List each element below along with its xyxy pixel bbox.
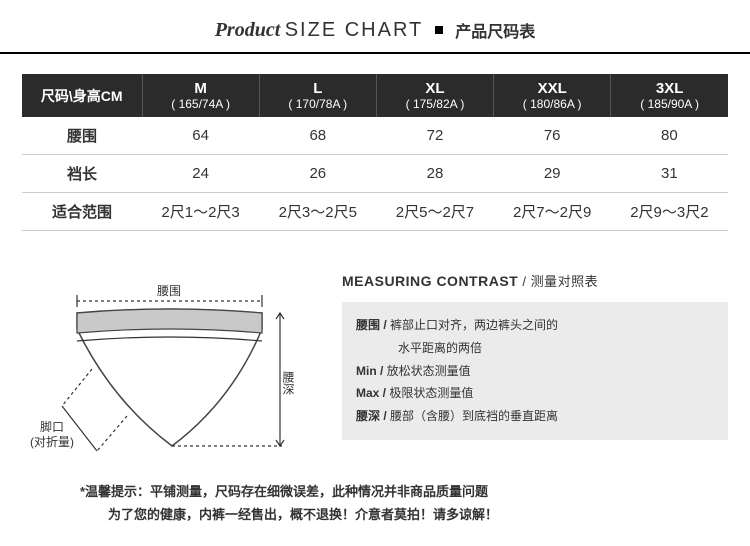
measuring-title: MEASURING CONTRAST / 测量对照表 [342, 271, 728, 290]
bullet-square-icon [435, 26, 443, 34]
cell: 68 [259, 117, 376, 155]
desc-line: 腰围 / 裤部止口对齐，两边裤头之间的 [356, 314, 714, 337]
row-label: 腰围 [22, 117, 142, 155]
size-table-wrap: 尺码\身高CM M( 165/74A ) L( 170/78A ) XL( 17… [0, 54, 750, 241]
cell: 29 [494, 155, 611, 193]
underwear-diagram-icon: 腰围 脚口 (对折量) 腰深 [22, 271, 322, 461]
header-section: Product SIZE CHART 产品尺码表 [0, 0, 750, 54]
cell: 2尺3～2尺5 [259, 193, 376, 231]
cell: 64 [142, 117, 259, 155]
desc-line: 水平距离的两倍 [356, 337, 714, 360]
svg-text:(对折量): (对折量) [30, 434, 74, 449]
size-table: 尺码\身高CM M( 165/74A ) L( 170/78A ) XL( 17… [22, 74, 728, 231]
cell: 80 [611, 117, 728, 155]
description-box: 腰围 / 裤部止口对齐，两边裤头之间的 水平距离的两倍 Min / 放松状态测量… [342, 302, 728, 440]
table-row: 裆长 24 26 28 29 31 [22, 155, 728, 193]
diagram-column: 腰围 脚口 (对折量) 腰深 [22, 271, 322, 466]
table-row: 腰围 64 68 72 76 80 [22, 117, 728, 155]
desc-line: Max / 极限状态测量值 [356, 382, 714, 405]
cell: 76 [494, 117, 611, 155]
cell: 24 [142, 155, 259, 193]
col-head: XXL( 180/86A ) [494, 74, 611, 117]
footnote: *温馨提示：平铺测量，尺码存在细微误差，此种情况并非商品质量问题 为了您的健康，… [0, 466, 750, 527]
svg-text:腰深: 腰深 [281, 371, 295, 395]
header-chinese: 产品尺码表 [455, 18, 535, 42]
table-row: 适合范围 2尺1～2尺3 2尺3～2尺5 2尺5～2尺7 2尺7～2尺9 2尺9… [22, 193, 728, 231]
col-head: 3XL( 185/90A ) [611, 74, 728, 117]
cell: 26 [259, 155, 376, 193]
cell: 2尺9～3尺2 [611, 193, 728, 231]
col-head: XL( 175/82A ) [376, 74, 493, 117]
measuring-section: 腰围 脚口 (对折量) 腰深 MEASURING CONTRAST / 测量对照… [0, 241, 750, 466]
cell: 31 [611, 155, 728, 193]
description-column: MEASURING CONTRAST / 测量对照表 腰围 / 裤部止口对齐，两… [342, 271, 728, 440]
table-corner: 尺码\身高CM [22, 74, 142, 117]
col-head: L( 170/78A ) [259, 74, 376, 117]
desc-line: Min / 放松状态测量值 [356, 360, 714, 383]
row-label: 适合范围 [22, 193, 142, 231]
header-line: Product SIZE CHART 产品尺码表 [215, 18, 536, 42]
row-label: 裆长 [22, 155, 142, 193]
svg-text:腰围: 腰围 [157, 284, 181, 298]
cell: 2尺1～2尺3 [142, 193, 259, 231]
footnote-line: 为了您的健康，内裤一经售出，概不退换！介意者莫拍！请多谅解！ [80, 503, 710, 526]
footnote-line: *温馨提示：平铺测量，尺码存在细微误差，此种情况并非商品质量问题 [80, 480, 710, 503]
col-head: M( 165/74A ) [142, 74, 259, 117]
cell: 72 [376, 117, 493, 155]
cell: 28 [376, 155, 493, 193]
cell: 2尺5～2尺7 [376, 193, 493, 231]
header-italic: Product SIZE CHART [215, 19, 424, 42]
desc-line: 腰深 / 腰部（含腰）到底裆的垂直距离 [356, 405, 714, 428]
svg-text:脚口: 脚口 [40, 419, 64, 434]
cell: 2尺7～2尺9 [494, 193, 611, 231]
